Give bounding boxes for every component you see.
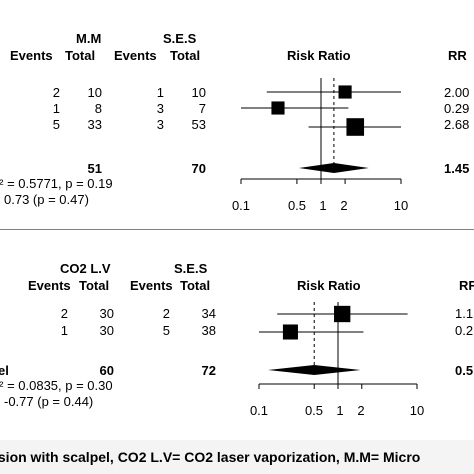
total1-header: Total [65,48,96,63]
heterogeneity-text: τ² = 0.0835, p = 0.30 [0,378,113,393]
axis-tick-label: 1 [336,403,344,418]
row2-events2: 3 [156,101,164,116]
rr-header: RF [459,278,474,293]
axis-tick-label: 0.1 [249,403,269,418]
axis-tick-label: 0.5 [304,403,324,418]
row3-events1: 5 [52,117,60,132]
study-point [346,118,365,136]
study-point [271,101,285,115]
row2-total2: 38 [201,323,216,338]
axis-tick-label: 1 [319,198,327,213]
plot-header: Risk Ratio [297,278,361,293]
events1-header: Events [10,48,53,63]
row1-total2: 10 [191,85,206,100]
forest-plot-2 [258,302,418,389]
forest-panel-1: M.M S.E.S Events Total Events Total Risk… [0,0,474,229]
row3-total1: 33 [87,117,102,132]
overall-test-text: 0.73 (p = 0.47) [4,192,89,207]
rr-header: RR [448,48,467,63]
events2-header: Events [130,278,173,293]
row2-events1: 1 [60,323,68,338]
panel-divider [0,229,474,230]
caption-text: ision with scalpel, CO2 L.V= CO2 laser v… [0,449,421,465]
group1-header: M.M [76,31,102,46]
row3-rr: 2.68 [444,117,470,132]
row1-events2: 2 [162,306,170,321]
axis-tick-label: 10 [409,403,425,418]
row1-total1: 10 [87,85,102,100]
row1-events1: 2 [52,85,60,100]
axis-tick-label: 0.5 [287,198,307,213]
forest-panel-2: CO2 L.V S.E.S Events Total Events Total … [0,230,474,440]
row2-total2: 7 [198,101,206,116]
row2-rr: 0.2 [455,323,474,338]
study-point [338,85,352,99]
forest-plot-1 [240,78,402,184]
group2-header: S.E.S [174,261,208,276]
events2-header: Events [114,48,157,63]
pooled-diamond [298,163,369,173]
group2-header: S.E.S [163,31,197,46]
total-rr: 1.45 [444,161,470,176]
row1-rr: 1.1 [455,306,474,321]
total-label: el [0,363,9,378]
total1-header: Total [79,278,110,293]
axis-tick-label: 0.1 [231,198,251,213]
total-total1: 51 [87,161,102,176]
total-total2: 72 [201,363,216,378]
row1-total1: 30 [99,306,114,321]
total-total2: 70 [191,161,206,176]
axis-tick-label: 2 [340,198,348,213]
overall-test-text: -0.77 (p = 0.44) [4,394,94,409]
row2-events1: 1 [52,101,60,116]
plot-header: Risk Ratio [287,48,351,63]
row2-total1: 30 [99,323,114,338]
total2-header: Total [180,278,211,293]
row1-total2: 34 [201,306,216,321]
row2-rr: 0.29 [444,101,470,116]
axis-tick-label: 10 [393,198,409,213]
heterogeneity-text: τ² = 0.5771, p = 0.19 [0,176,113,191]
study-point [282,324,298,340]
pooled-diamond [268,365,361,375]
events1-header: Events [28,278,71,293]
total-total1: 60 [99,363,114,378]
row3-events2: 3 [156,117,164,132]
group1-header: CO2 L.V [60,261,111,276]
total-rr: 0.5 [455,363,474,378]
axis-tick-label: 2 [357,403,365,418]
study-point [334,305,351,323]
row1-events2: 1 [156,85,164,100]
figure-caption: ision with scalpel, CO2 L.V= CO2 laser v… [0,440,474,474]
row2-total1: 8 [94,101,102,116]
total2-header: Total [170,48,201,63]
row1-events1: 2 [60,306,68,321]
row3-total2: 53 [191,117,206,132]
row2-events2: 5 [162,323,170,338]
row1-rr: 2.00 [444,85,470,100]
